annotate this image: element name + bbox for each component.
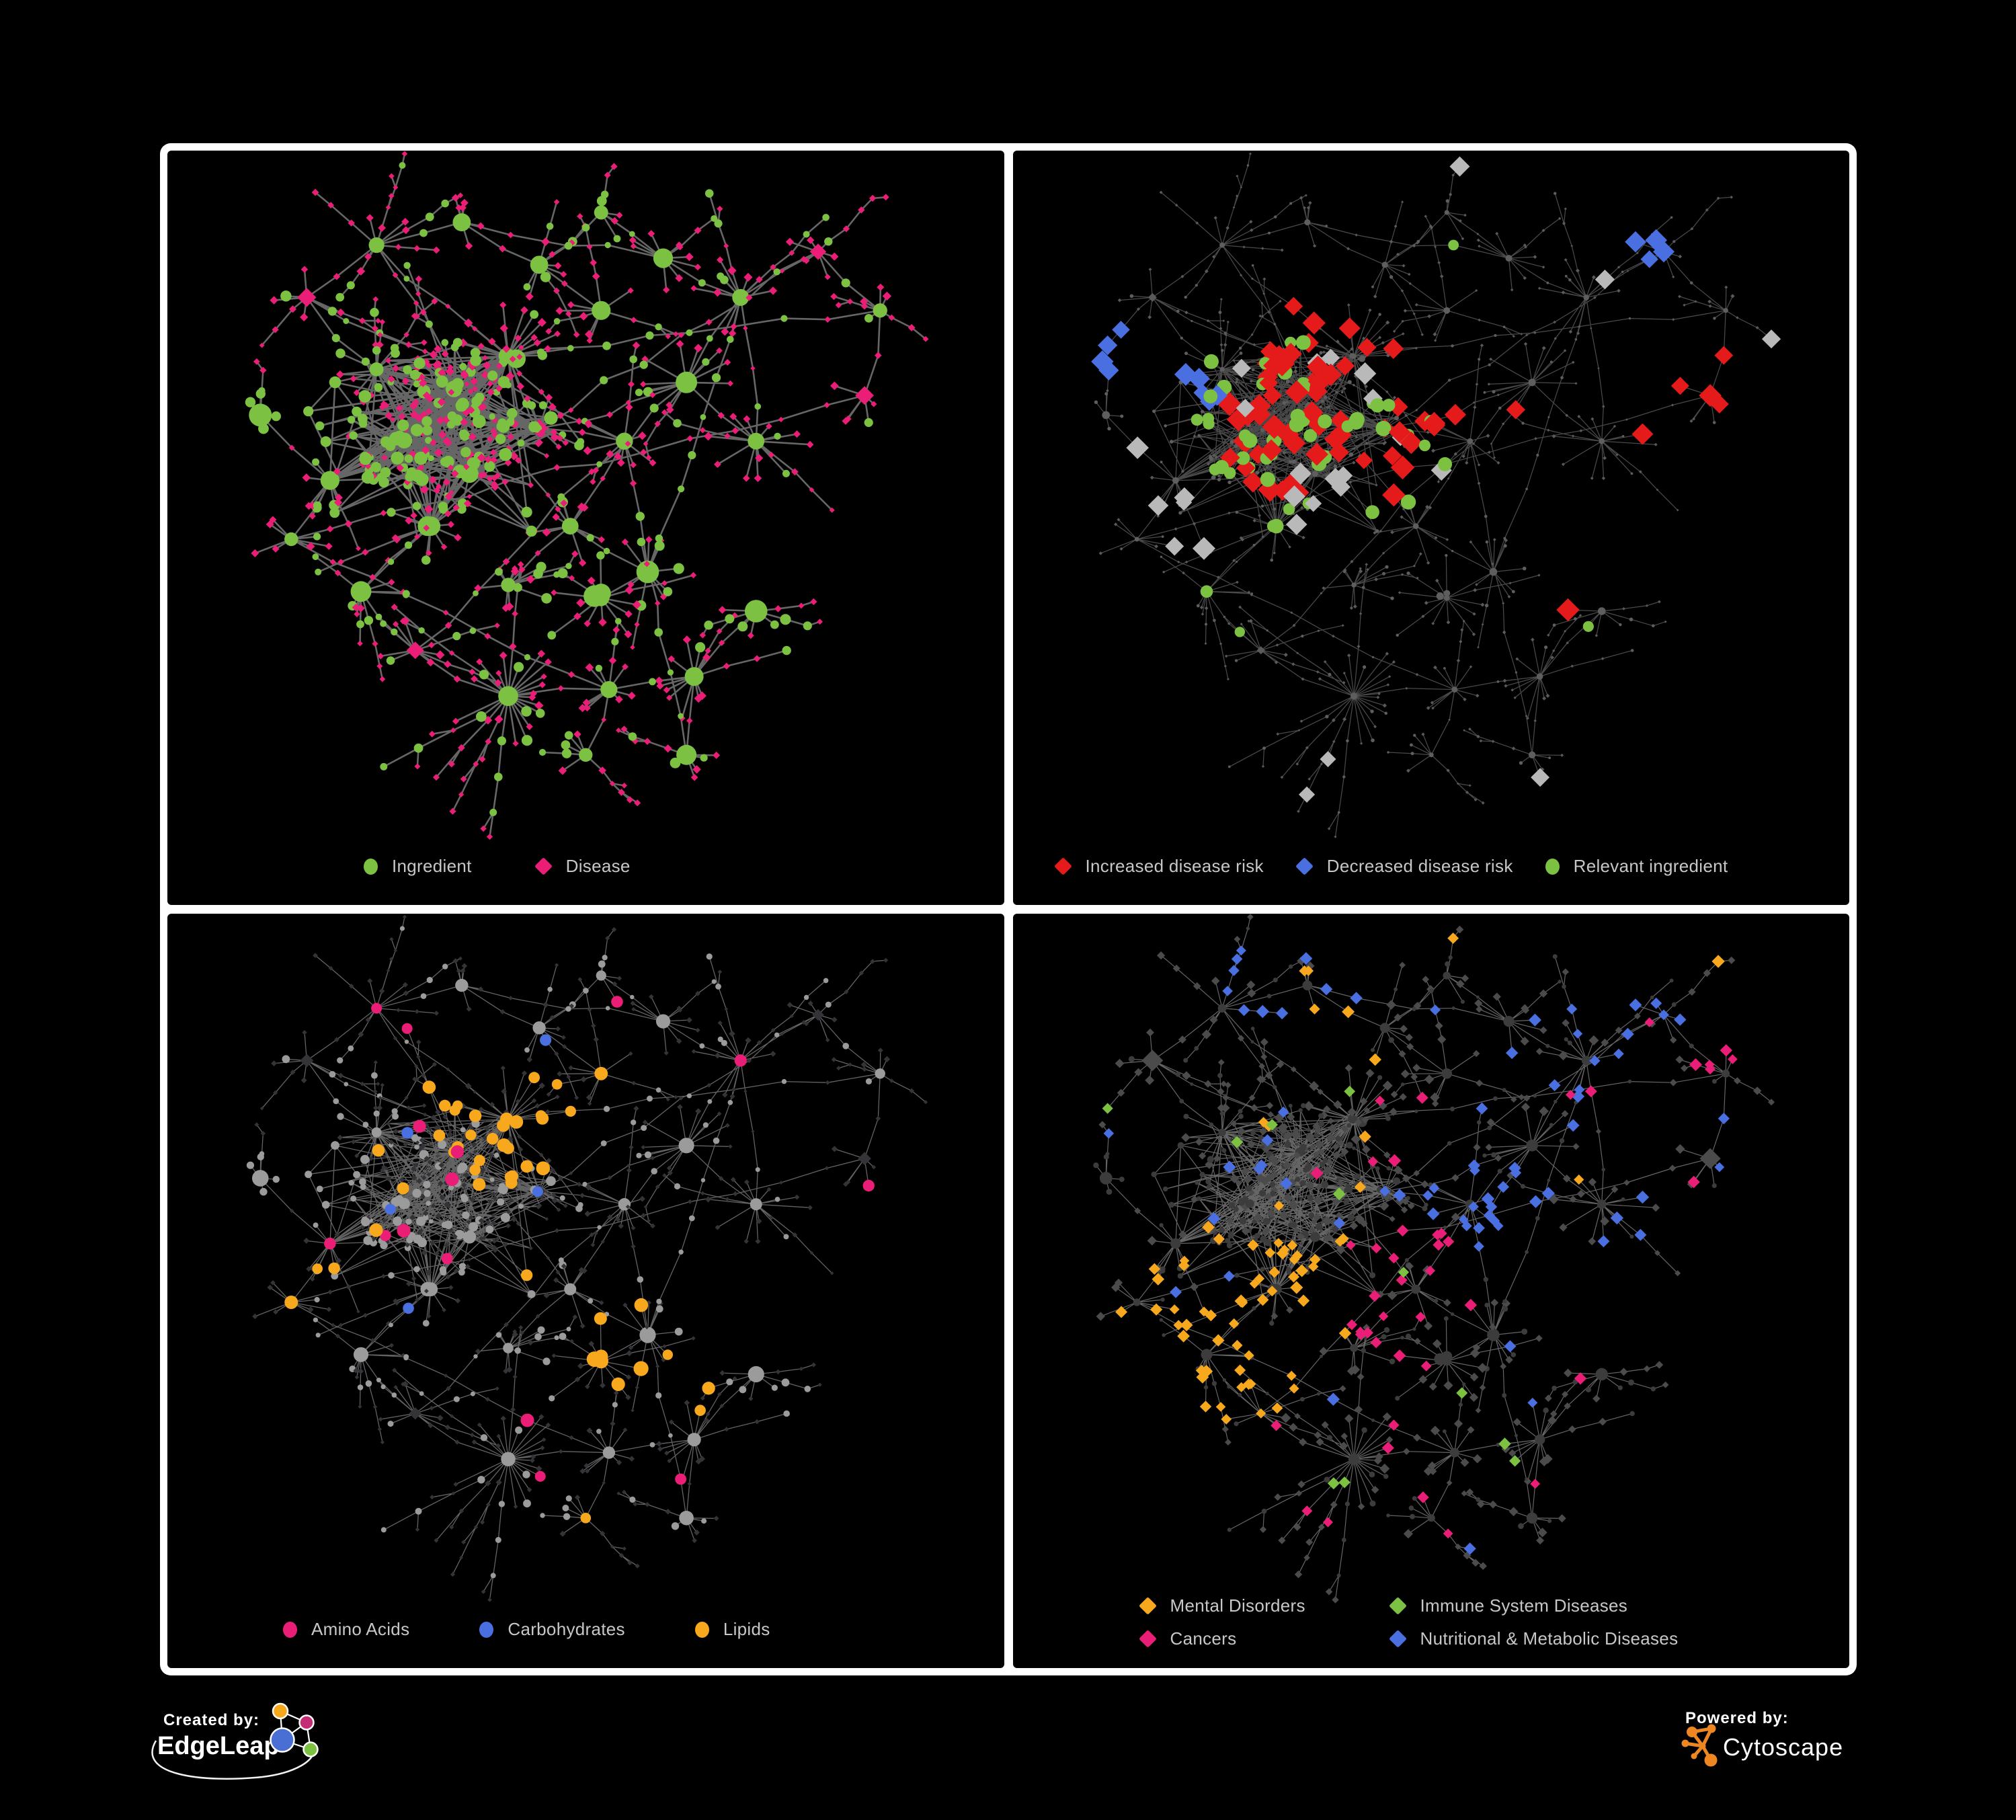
nutritional-metabolic-diseases-diamond-icon [1388, 1630, 1407, 1648]
legend-item: Cancers [1138, 1628, 1389, 1649]
legend-label: Cancers [1170, 1628, 1237, 1649]
legend-item: Ingredient [364, 856, 472, 877]
cytoscape-brand: Powered by: Cytoscape [1681, 1709, 1843, 1767]
relevant-ingredient-circle-icon [1545, 858, 1560, 875]
legend-label: Carbohydrates [508, 1619, 625, 1639]
legend-item: Decreased disease risk [1295, 856, 1513, 877]
amino-acids-circle-icon [283, 1621, 297, 1638]
edgeleap-logo-text: EdgeLeap [157, 1732, 280, 1760]
cytoscape-logo-text: Cytoscape [1723, 1733, 1843, 1761]
legend-disease-risk: Increased disease risk Decreased disease… [1053, 856, 1728, 877]
decreased-risk-diamond-icon [1295, 857, 1314, 875]
cancers-diamond-icon [1138, 1630, 1157, 1648]
legend-label: Increased disease risk [1085, 856, 1264, 876]
panel-disease-categories: Mental Disorders Immune System Diseases … [1012, 914, 1849, 1668]
legend-label: Decreased disease risk [1326, 856, 1513, 876]
legend-item: Immune System Diseases [1388, 1595, 1679, 1616]
panel-disease-risk: Increased disease risk Decreased disease… [1012, 151, 1849, 905]
legend-item: Relevant ingredient [1545, 856, 1728, 877]
edgeleap-logo-icon [151, 1702, 319, 1780]
network-ingredient-disease [245, 151, 929, 840]
legend-item: Carbohydrates [479, 1619, 625, 1640]
legend-label: Immune System Diseases [1420, 1595, 1628, 1616]
disease-diamond-icon [534, 857, 553, 875]
cytoscape-logo-icon [1681, 1724, 1718, 1767]
mental-disorders-diamond-icon [1138, 1597, 1157, 1615]
legend-item: Disease [534, 856, 631, 877]
legend-label: Nutritional & Metabolic Diseases [1420, 1628, 1679, 1649]
legend-item: Mental Disorders [1138, 1595, 1389, 1616]
legend-label: Lipids [723, 1619, 770, 1639]
panel-ingredient-disease: Ingredient Disease [167, 151, 1004, 905]
powered-by-label: Powered by: [1685, 1709, 1789, 1727]
edgeleap-brand: Created by: EdgeLeap [151, 1702, 319, 1780]
network-disease-risk [1090, 152, 1781, 838]
created-by-label: Created by: [163, 1711, 259, 1729]
legend-label: Mental Disorders [1170, 1595, 1305, 1616]
legend-item: Increased disease risk [1053, 856, 1264, 877]
legend-item: Lipids [694, 1619, 770, 1640]
panel-ingredient-classes: Amino Acids Carbohydrates Lipids [167, 914, 1004, 1668]
increased-risk-diamond-icon [1053, 857, 1072, 875]
legend-disease-categories: Mental Disorders Immune System Diseases … [1138, 1595, 1679, 1649]
legend-label: Disease [565, 856, 631, 876]
legend-item: Nutritional & Metabolic Diseases [1388, 1628, 1679, 1649]
network-ingredient-classes [246, 914, 928, 1602]
legend-item: Amino Acids [283, 1619, 409, 1640]
ingredient-circle-icon [364, 858, 378, 875]
legend-ingredient-disease: Ingredient Disease [364, 856, 631, 877]
lipids-circle-icon [694, 1621, 709, 1638]
panel-grid: Ingredient Disease Increased disease ris… [160, 143, 1857, 1675]
legend-label: Amino Acids [311, 1619, 410, 1639]
legend-ingredient-classes: Amino Acids Carbohydrates Lipids [283, 1619, 770, 1640]
carbohydrates-circle-icon [479, 1621, 494, 1638]
network-disease-categories [1092, 914, 1775, 1604]
immune-system-diseases-diamond-icon [1388, 1597, 1407, 1615]
legend-label: Ingredient [392, 856, 472, 876]
legend-label: Relevant ingredient [1573, 856, 1728, 876]
